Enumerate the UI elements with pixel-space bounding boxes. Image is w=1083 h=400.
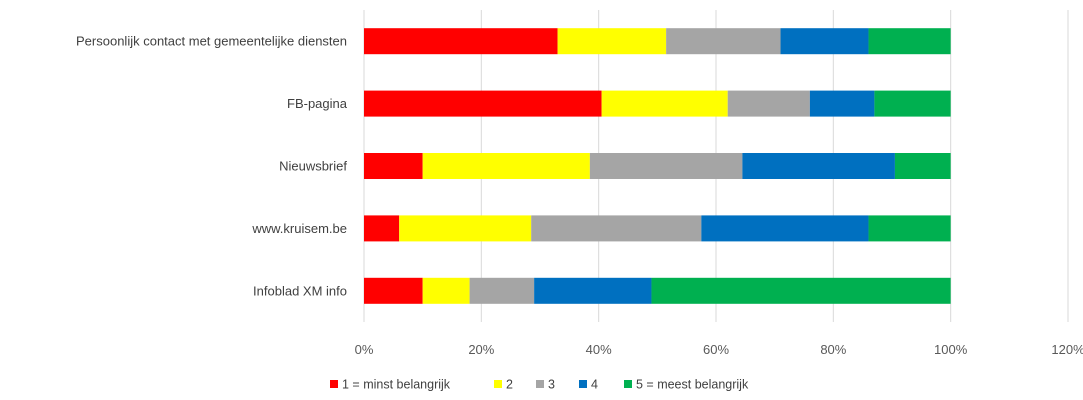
bar-nieuwsbrief-series-4 xyxy=(742,153,895,179)
category-labels: Persoonlijk contact met gemeentelijke di… xyxy=(76,34,348,299)
category-label-fb-pagina: FB-pagina xyxy=(287,96,348,111)
bar-fb-pagina-series-4 xyxy=(809,90,875,117)
bar-fb-pagina-series-2 xyxy=(601,90,728,117)
legend: 1 = minst belangrijk 2 3 4 5 = meest belangr… xyxy=(330,378,749,392)
bar-persoonlijk-contact-met-gemeentelijke-diensten-series-4 xyxy=(780,28,869,55)
bar-infoblad-xm-info-series-2 xyxy=(422,277,470,304)
bar-fb-pagina-series-5 xyxy=(874,90,951,117)
bar-persoonlijk-contact-met-gemeentelijke-diensten-series-2 xyxy=(557,28,667,55)
category-label-infoblad-xm-info: Infoblad XM info xyxy=(253,283,347,298)
bar-www-kruisem-be-series-3 xyxy=(531,215,702,242)
category-label-nieuwsbrief: Nieuwsbrief xyxy=(279,159,347,174)
x-tick-label-80: 80% xyxy=(820,342,846,357)
bar-nieuwsbrief-series-2 xyxy=(422,153,590,179)
legend-swatch-1 xyxy=(330,380,338,388)
legend-label-3: 3 xyxy=(548,378,555,392)
x-tick-labels: 0% 20% 40% 60% 80% 100% 120% xyxy=(355,342,1083,357)
bars xyxy=(364,28,951,304)
legend-label-5: 5 = meest belangrijk xyxy=(636,378,749,392)
bar-www-kruisem-be-series-5 xyxy=(868,215,951,242)
bar-www-kruisem-be-series-1 xyxy=(364,215,400,242)
bar-www-kruisem-be-series-4 xyxy=(701,215,869,242)
legend-swatch-5 xyxy=(624,380,632,388)
x-tick-label-40: 40% xyxy=(586,342,612,357)
category-label-www-kruisem-be: www.kruisem.be xyxy=(251,221,347,236)
legend-label-4: 4 xyxy=(591,378,598,392)
legend-label-2: 2 xyxy=(506,378,513,392)
legend-label-1: 1 = minst belangrijk xyxy=(342,378,451,392)
bar-infoblad-xm-info-series-4 xyxy=(534,277,652,304)
x-tick-label-100: 100% xyxy=(934,342,968,357)
bar-www-kruisem-be-series-2 xyxy=(399,215,532,242)
legend-swatch-2 xyxy=(494,380,502,388)
x-tick-label-120: 120% xyxy=(1051,342,1083,357)
x-tick-label-60: 60% xyxy=(703,342,729,357)
x-tick-label-20: 20% xyxy=(468,342,494,357)
legend-swatch-4 xyxy=(579,380,587,388)
bar-fb-pagina-series-1 xyxy=(364,90,602,117)
bar-persoonlijk-contact-met-gemeentelijke-diensten-series-5 xyxy=(868,28,951,55)
bar-persoonlijk-contact-met-gemeentelijke-diensten-series-3 xyxy=(666,28,781,55)
bar-persoonlijk-contact-met-gemeentelijke-diensten-series-1 xyxy=(364,28,558,55)
category-label-persoonlijk-contact-met-gemeentelijke-diensten: Persoonlijk contact met gemeentelijke di… xyxy=(76,34,347,49)
bar-nieuwsbrief-series-5 xyxy=(894,153,951,179)
bar-nieuwsbrief-series-1 xyxy=(364,153,423,179)
bar-infoblad-xm-info-series-5 xyxy=(651,277,951,304)
bar-infoblad-xm-info-series-1 xyxy=(364,277,423,304)
bar-fb-pagina-series-3 xyxy=(727,90,810,117)
bar-infoblad-xm-info-series-3 xyxy=(469,277,535,304)
bar-nieuwsbrief-series-3 xyxy=(589,153,743,179)
legend-swatch-3 xyxy=(536,380,544,388)
x-tick-label-0: 0% xyxy=(355,342,374,357)
